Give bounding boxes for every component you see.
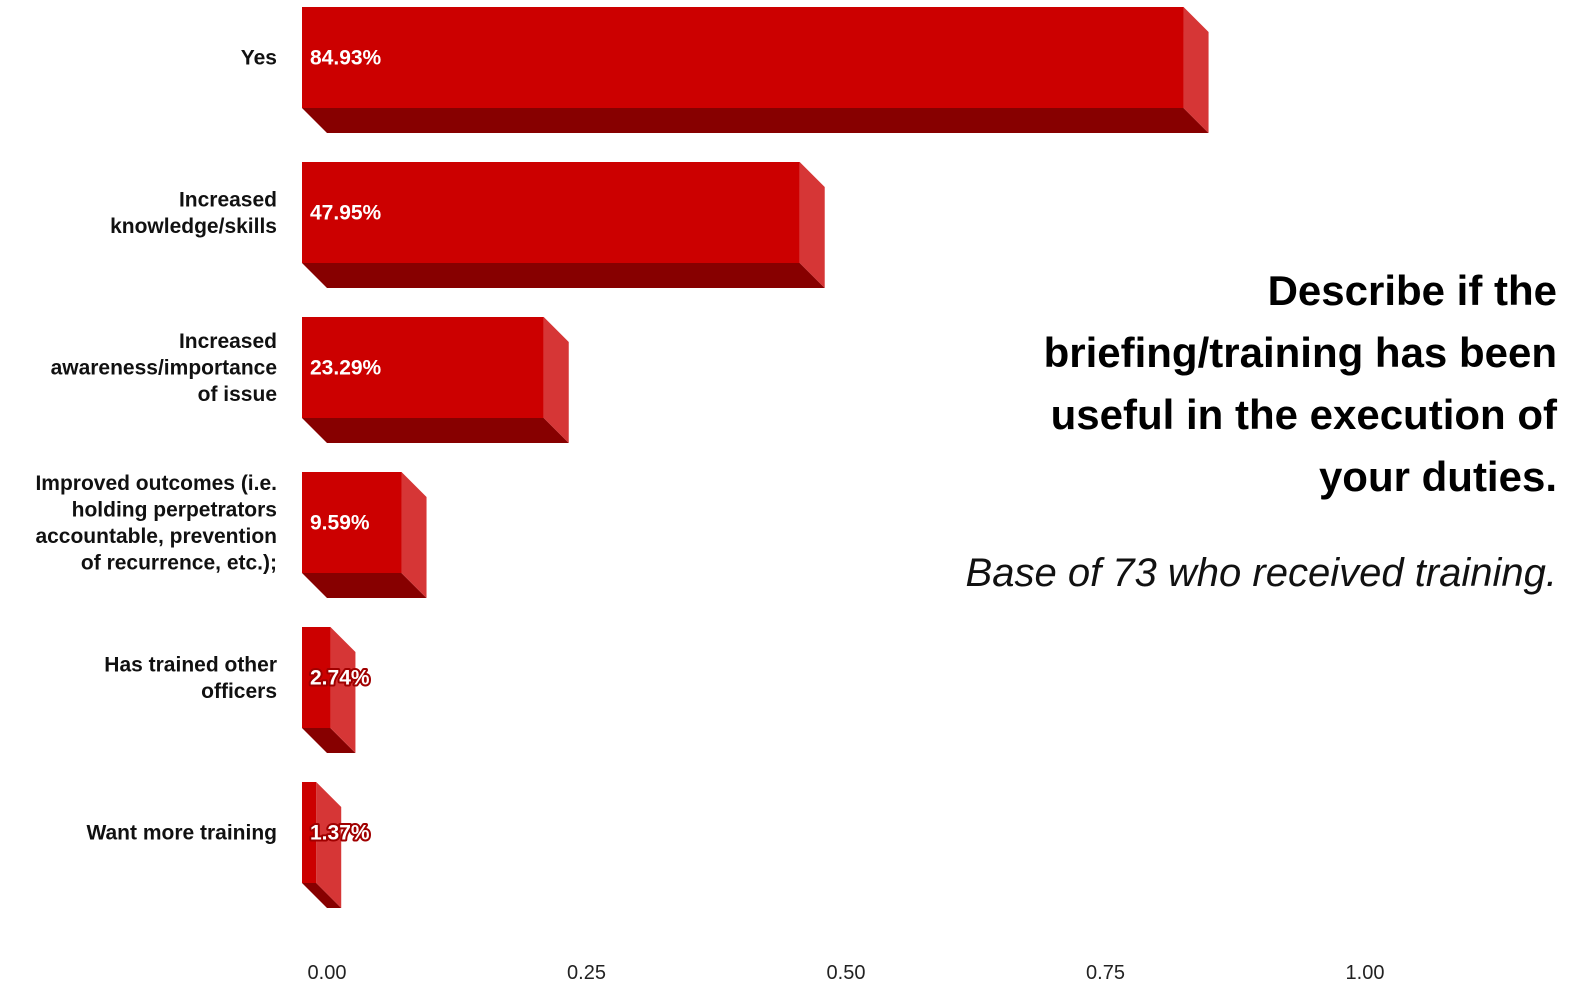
bar-bottom-face: [302, 883, 342, 908]
bar-side-face: [316, 782, 342, 908]
bar: [302, 317, 569, 443]
bar-front-face: [302, 782, 317, 883]
data-label: 47.95%: [310, 202, 382, 225]
bar: [302, 7, 1209, 133]
bars-layer: [302, 7, 1209, 908]
data-label: 1.37%: [310, 822, 370, 845]
bar-bottom-face: [302, 728, 356, 753]
x-tick-label: 0.00: [308, 962, 347, 984]
bar-front-face: [302, 317, 544, 418]
bar: [302, 627, 356, 753]
bar-bottom-face: [302, 263, 825, 288]
chart-title: Describe if the briefing/training has be…: [1043, 267, 1557, 500]
x-tick-label: 0.25: [567, 962, 606, 984]
category-labels: Yes Increased knowledge/skills Increased awa…: [35, 47, 277, 845]
data-label: 9.59%: [310, 512, 370, 535]
bar-front-face: [302, 472, 402, 573]
bar: [302, 782, 342, 908]
data-label: 2.74%: [310, 667, 370, 690]
bar-bottom-face: [302, 108, 1209, 133]
data-label: 23.29%: [310, 357, 382, 380]
bar-bottom-face: [302, 573, 427, 598]
x-tick-label: 1.00: [1346, 962, 1385, 984]
category-label: Has trained other officers: [104, 653, 277, 703]
x-axis-ticks: 0.00 0.25 0.50 0.75 1.00: [308, 962, 1385, 984]
bar-side-face: [1183, 7, 1209, 133]
category-label: Yes: [241, 47, 277, 70]
x-tick-label: 0.75: [1086, 962, 1125, 984]
bar-bottom-face: [302, 418, 569, 443]
title-block: Describe if the briefing/training has be…: [957, 260, 1557, 602]
bar: [302, 162, 825, 288]
bar: [302, 472, 427, 598]
chart-subtitle: Base of 73 who received training.: [965, 551, 1557, 595]
x-tick-label: 0.50: [827, 962, 866, 984]
category-label: Want more training: [86, 822, 277, 845]
category-label: Increased awareness/importance of issue: [51, 330, 277, 406]
bar-side-face: [543, 317, 569, 443]
bar-front-face: [302, 627, 331, 728]
bar-front-face: [302, 7, 1184, 108]
data-labels: 84.93% 47.95% 23.29% 9.59% 2.74% 1.37%: [308, 47, 382, 847]
bar-side-face: [330, 627, 356, 753]
data-label: 84.93%: [310, 47, 382, 70]
category-label: Increased knowledge/skills: [110, 188, 277, 238]
bar-side-face: [401, 472, 427, 598]
category-label: Improved outcomes (i.e. holding perpetrat…: [35, 472, 277, 575]
bar-front-face: [302, 162, 800, 263]
bar-side-face: [799, 162, 825, 288]
